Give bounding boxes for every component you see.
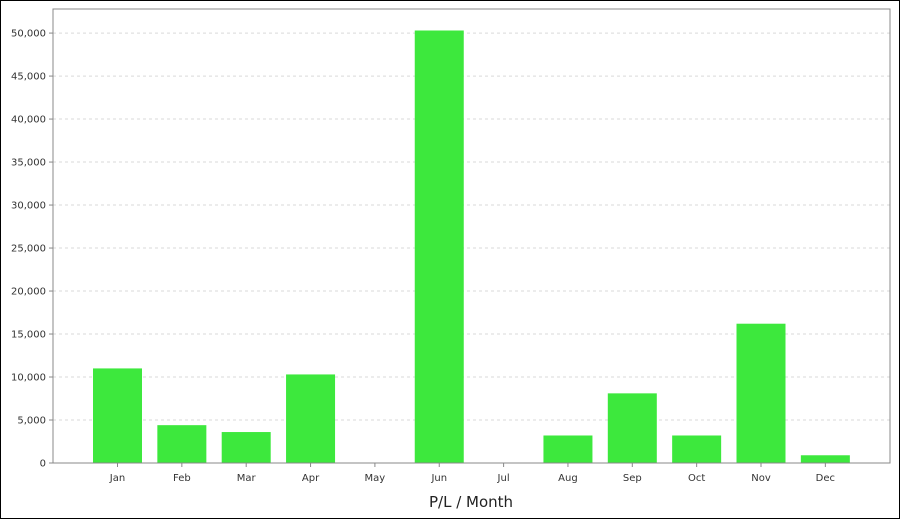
bar-oct (672, 435, 722, 463)
x-tick-label: Dec (816, 473, 835, 484)
x-tick-labels: Jan Feb Mar Apr May Jun Jul Aug Sep Oct Nov Dec (109, 463, 835, 484)
y-tick-label: 15,000 (11, 330, 46, 341)
x-tick-label: Nov (751, 473, 771, 484)
bar-nov (736, 323, 786, 463)
x-tick-label: Apr (302, 473, 320, 484)
axes (52, 8, 891, 464)
x-tick-label: Jun (430, 473, 447, 484)
bar-aug (543, 435, 593, 463)
bars (93, 30, 850, 463)
x-tick-label: Feb (173, 473, 191, 484)
plot-area-border (52, 8, 891, 464)
y-tick-label: 35,000 (11, 158, 46, 169)
y-tick-label: 10,000 (11, 373, 46, 384)
y-tick-label: 50,000 (11, 29, 46, 40)
x-tick-label: Aug (558, 473, 578, 484)
y-tick-label: 5,000 (17, 416, 46, 427)
y-tick-label: 45,000 (11, 72, 46, 83)
bar-jun (414, 30, 464, 463)
y-tick-label: 30,000 (11, 201, 46, 212)
x-tick-label: Sep (623, 473, 642, 484)
y-tick-label: 40,000 (11, 115, 46, 126)
bar-apr (286, 374, 336, 463)
bar-dec (800, 455, 850, 463)
x-tick-label: Jan (109, 473, 125, 484)
y-tick-label: 20,000 (11, 287, 46, 298)
bar-feb (157, 425, 207, 463)
x-tick-label: May (365, 473, 386, 484)
x-tick-label: Oct (688, 473, 705, 484)
bar-sep (607, 393, 657, 463)
y-tick-label: 25,000 (11, 244, 46, 255)
x-tick-label: Mar (237, 473, 257, 484)
y-tick-label: 0 (40, 459, 46, 470)
x-axis-title: P/L / Month (429, 493, 513, 511)
y-tick-labels: 0 5,000 10,000 15,000 20,000 25,000 30,000 35,0… (11, 29, 53, 470)
x-tick-label: Jul (497, 473, 510, 484)
bar-jan (93, 368, 142, 463)
bar-mar (221, 432, 271, 463)
